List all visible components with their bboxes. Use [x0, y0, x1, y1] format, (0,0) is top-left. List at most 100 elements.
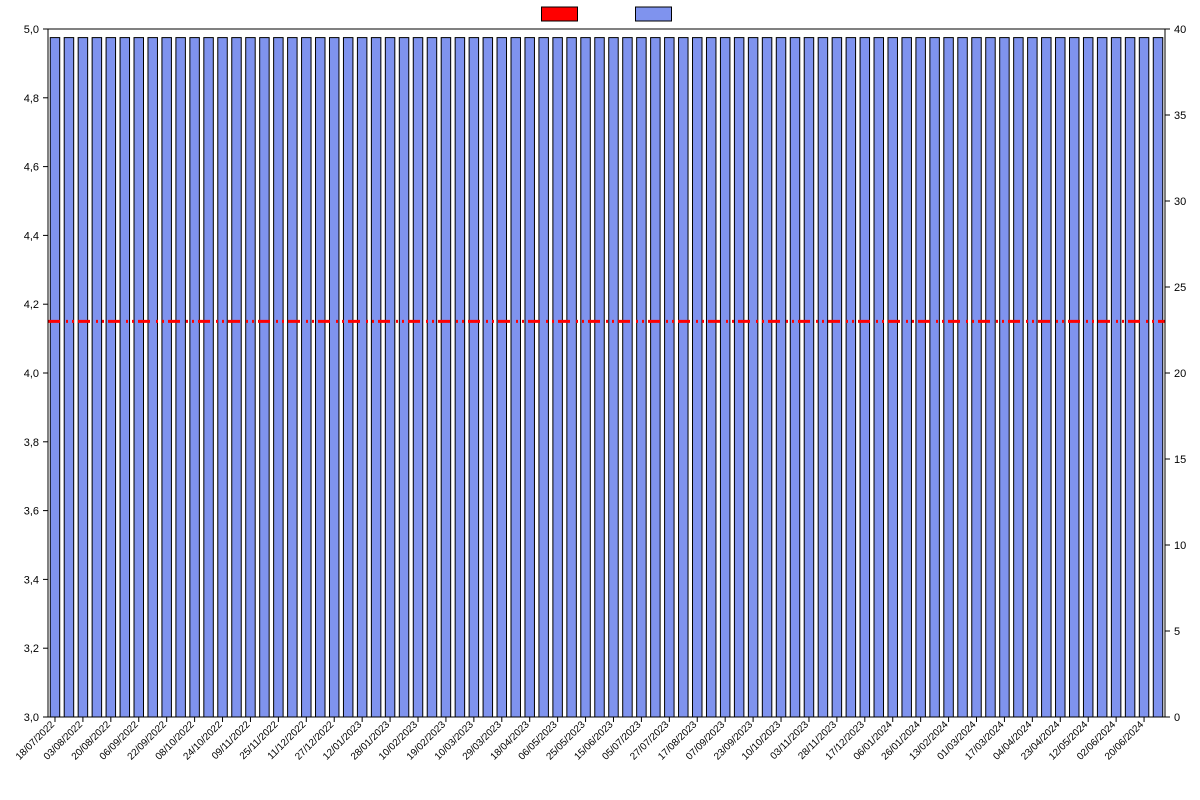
bar — [930, 38, 939, 717]
bar — [567, 38, 576, 717]
bar — [274, 38, 283, 717]
bar — [1083, 38, 1092, 717]
bar — [260, 38, 269, 717]
bar — [958, 38, 967, 717]
bar — [427, 38, 436, 717]
bar — [50, 38, 59, 717]
bar — [441, 38, 450, 717]
bar — [1014, 38, 1023, 717]
left-axis-tick-label: 3,2 — [24, 643, 39, 655]
right-axis-tick-label: 20 — [1174, 368, 1186, 380]
bar — [148, 38, 157, 717]
bar — [525, 38, 534, 717]
right-axis-tick-label: 5 — [1174, 626, 1180, 638]
bar — [78, 38, 87, 717]
bar — [1139, 38, 1148, 717]
bar — [609, 38, 618, 717]
right-axis-tick-label: 30 — [1174, 196, 1186, 208]
left-axis-tick-label: 3,6 — [24, 506, 39, 518]
right-axis-tick-label: 10 — [1174, 540, 1186, 552]
bar — [693, 38, 702, 717]
right-axis-tick-label: 35 — [1174, 110, 1186, 122]
bar — [776, 38, 785, 717]
left-axis-tick-label: 5,0 — [24, 24, 39, 36]
right-axis-tick-label: 25 — [1174, 282, 1186, 294]
bar — [539, 38, 548, 717]
bar — [302, 38, 311, 717]
bar — [804, 38, 813, 717]
chart-container: 3,03,23,43,63,84,04,24,44,64,85,00510152… — [0, 0, 1200, 800]
bar — [1111, 38, 1120, 717]
bar — [399, 38, 408, 717]
left-axis-tick-label: 3,0 — [24, 712, 39, 724]
bar — [134, 38, 143, 717]
bar — [846, 38, 855, 717]
bar — [469, 38, 478, 717]
legend-swatch — [636, 7, 672, 21]
bar — [371, 38, 380, 717]
bar — [860, 38, 869, 717]
bar — [1056, 38, 1065, 717]
bar — [176, 38, 185, 717]
bar — [497, 38, 506, 717]
bar — [232, 38, 241, 717]
bar — [916, 38, 925, 717]
bar — [483, 38, 492, 717]
bar — [316, 38, 325, 717]
bar — [595, 38, 604, 717]
bar — [329, 38, 338, 717]
bar — [511, 38, 520, 717]
bar — [106, 38, 115, 717]
bar — [986, 38, 995, 717]
bar — [92, 38, 101, 717]
dual-axis-bar-line-chart: 3,03,23,43,63,84,04,24,44,64,85,00510152… — [0, 0, 1200, 800]
bar — [734, 38, 743, 717]
bar — [357, 38, 366, 717]
bar — [1153, 38, 1162, 717]
bar — [64, 38, 73, 717]
left-axis-tick-label: 4,6 — [24, 162, 39, 174]
bar — [665, 38, 674, 717]
right-axis-tick-label: 0 — [1174, 712, 1180, 724]
left-axis-tick-label: 3,4 — [24, 574, 39, 586]
left-axis-tick-label: 4,8 — [24, 93, 39, 105]
bar — [1042, 38, 1051, 717]
left-axis-tick-label: 4,2 — [24, 299, 39, 311]
bar — [944, 38, 953, 717]
legend-swatch — [542, 7, 578, 21]
bar — [120, 38, 129, 717]
bar — [553, 38, 562, 717]
bar — [246, 38, 255, 717]
bar — [748, 38, 757, 717]
bar — [190, 38, 199, 717]
bar — [288, 38, 297, 717]
left-axis-tick-label: 4,0 — [24, 368, 39, 380]
bar — [1070, 38, 1079, 717]
bar — [218, 38, 227, 717]
bar — [1097, 38, 1106, 717]
bar — [1125, 38, 1134, 717]
bar — [343, 38, 352, 717]
left-axis-tick-label: 4,4 — [24, 230, 39, 242]
bar — [972, 38, 981, 717]
bar — [1028, 38, 1037, 717]
bar — [679, 38, 688, 717]
bar — [790, 38, 799, 717]
bar — [385, 38, 394, 717]
bar — [1000, 38, 1009, 717]
bar — [162, 38, 171, 717]
bar — [204, 38, 213, 717]
bar — [651, 38, 660, 717]
bar — [720, 38, 729, 717]
bar — [762, 38, 771, 717]
bar — [637, 38, 646, 717]
bar — [874, 38, 883, 717]
bar — [413, 38, 422, 717]
right-axis-tick-label: 40 — [1174, 24, 1186, 36]
right-axis-tick-label: 15 — [1174, 454, 1186, 466]
bar — [581, 38, 590, 717]
bar — [623, 38, 632, 717]
bar — [902, 38, 911, 717]
bar — [818, 38, 827, 717]
bar — [706, 38, 715, 717]
